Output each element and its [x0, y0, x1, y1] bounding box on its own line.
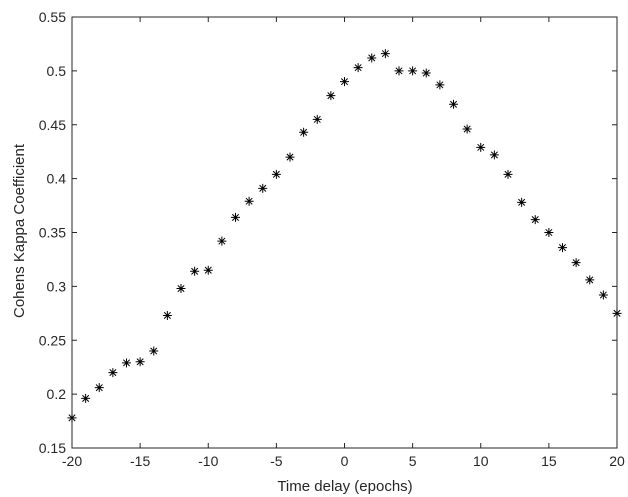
- x-tick-label: 5: [409, 453, 417, 469]
- data-point: [285, 152, 295, 162]
- data-point: [231, 212, 240, 222]
- data-point: [571, 258, 581, 268]
- data-point: [122, 358, 131, 368]
- data-point: [299, 127, 309, 137]
- data-point: [326, 91, 336, 101]
- data-point: [190, 266, 200, 276]
- data-point: [517, 197, 527, 207]
- y-axis-label: Cohens Kappa Coefficient: [11, 143, 28, 318]
- data-point: [244, 196, 254, 206]
- data-point: [394, 66, 404, 76]
- y-tick-label: 0.15: [39, 440, 66, 456]
- y-tick-label: 0.3: [47, 278, 67, 294]
- y-tick-label: 0.4: [47, 171, 67, 187]
- data-point: [462, 124, 472, 134]
- data-point: [135, 357, 145, 367]
- data-point: [503, 169, 513, 179]
- data-point: [408, 66, 418, 76]
- x-tick-label: -20: [62, 453, 82, 469]
- data-point: [217, 236, 227, 246]
- data-point: [449, 99, 458, 109]
- data-points: [67, 49, 622, 423]
- y-tick-label: 0.35: [39, 225, 66, 241]
- y-tick-label: 0.5: [47, 63, 67, 79]
- data-point: [149, 346, 159, 356]
- data-point: [585, 275, 595, 285]
- data-point: [476, 142, 486, 152]
- y-tick-label: 0.55: [39, 9, 66, 25]
- axes: [71, 16, 618, 449]
- x-tick-label: 20: [609, 453, 625, 469]
- y-tick-label: 0.45: [39, 117, 66, 133]
- x-axis-label: Time delay (epochs): [277, 478, 412, 495]
- y-tick-label: 0.2: [47, 386, 67, 402]
- ticks: -20 -15 -10 -5 0 5 10 15 20 0.15 0.2 0.25 0.3 0.35 0.4…: [39, 9, 625, 469]
- x-tick-label: -10: [198, 453, 218, 469]
- x-tick-label: 10: [473, 453, 489, 469]
- data-point: [162, 310, 172, 320]
- data-point: [353, 63, 363, 73]
- data-point: [367, 53, 377, 63]
- data-point: [108, 368, 118, 378]
- x-tick-label: -5: [270, 453, 283, 469]
- data-point: [489, 150, 499, 160]
- data-point: [435, 80, 445, 90]
- data-point: [421, 68, 431, 78]
- x-tick-label: 0: [341, 453, 349, 469]
- data-point: [203, 265, 213, 275]
- y-tick-label: 0.25: [39, 332, 66, 348]
- data-point: [558, 243, 567, 253]
- data-point: [81, 393, 91, 403]
- data-point: [312, 114, 322, 124]
- x-tick-label: 15: [541, 453, 557, 469]
- data-point: [380, 49, 390, 59]
- data-point: [612, 308, 622, 318]
- data-point: [598, 290, 608, 300]
- x-tick-label: -15: [130, 453, 150, 469]
- data-point: [340, 77, 349, 87]
- data-point: [530, 215, 540, 225]
- data-point: [94, 383, 104, 393]
- plot-area-box: [71, 16, 618, 449]
- data-point: [176, 284, 186, 294]
- data-point: [258, 183, 268, 193]
- data-point: [67, 413, 77, 423]
- data-point: [544, 228, 554, 237]
- data-point: [271, 169, 281, 179]
